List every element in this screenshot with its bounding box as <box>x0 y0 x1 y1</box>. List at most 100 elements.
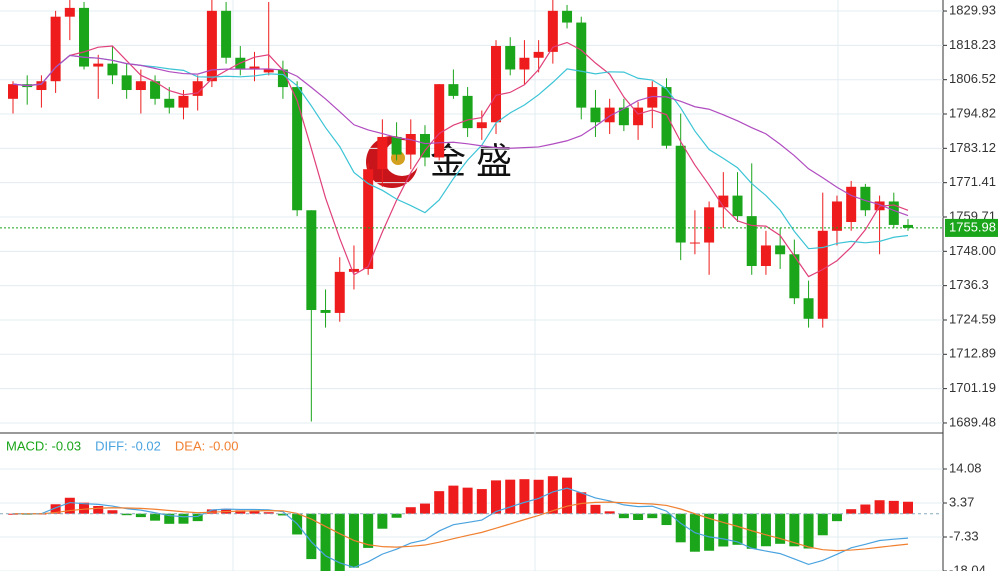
candle-body <box>164 98 175 108</box>
macd-bar <box>235 510 246 514</box>
macd-bar <box>618 513 629 519</box>
y-tick-label: 1724.59 <box>949 311 996 326</box>
candle-body <box>292 87 303 211</box>
macd-bar <box>732 513 743 545</box>
macd-bar <box>803 513 814 549</box>
ma-line <box>12 54 909 250</box>
macd-bar <box>647 513 658 519</box>
macd-bar <box>164 513 175 524</box>
macd-bar <box>334 513 345 571</box>
macd-bar <box>377 513 388 529</box>
y-tick-label: 1806.52 <box>949 71 996 86</box>
macd-bar <box>206 509 217 514</box>
ma-line <box>12 54 909 217</box>
candle-body <box>746 216 757 266</box>
last-price-box <box>945 218 998 237</box>
candle-body <box>817 230 828 319</box>
macd-bar <box>789 513 800 547</box>
candle-body <box>604 107 615 123</box>
macd-bar <box>604 511 615 514</box>
macd-bar <box>846 509 857 514</box>
candle-body <box>64 7 75 17</box>
candle-body <box>718 195 729 208</box>
candle-body <box>704 207 715 243</box>
macd-bar <box>405 507 416 514</box>
macd-bar <box>263 512 274 514</box>
candle-body <box>803 298 814 319</box>
candle-body <box>419 134 430 158</box>
macd-bar <box>107 510 118 514</box>
dea-line <box>12 501 909 552</box>
macd-bar <box>249 511 260 514</box>
macd-bar <box>121 513 132 516</box>
y-tick-label: 1748.00 <box>949 243 996 258</box>
macd-bar <box>661 513 672 526</box>
y-tick-label: 1736.3 <box>949 277 989 292</box>
macd-bar <box>150 513 161 521</box>
candle-body <box>661 87 672 146</box>
candle-body <box>590 107 601 123</box>
macd-bar <box>505 479 516 514</box>
macd-bar <box>874 500 885 514</box>
macd-bar <box>178 513 189 524</box>
candle-body <box>135 81 146 91</box>
candle-body <box>93 63 104 67</box>
candle-body <box>491 46 502 123</box>
macd-bar <box>590 504 601 514</box>
y-tick-label: 1783.12 <box>949 140 996 155</box>
macd-bar <box>775 513 786 544</box>
y-tick-label: -7.33 <box>949 528 979 543</box>
candle-body <box>391 136 402 155</box>
y-tick-label: 1829.93 <box>949 2 996 17</box>
macd-bar <box>562 477 573 514</box>
candle-body <box>547 10 558 52</box>
candle-body <box>476 122 487 129</box>
macd-bar <box>277 513 288 516</box>
macd-legend: DIFF: -0.02 <box>95 438 161 453</box>
candle-body <box>363 169 374 269</box>
candle-body <box>150 81 161 99</box>
candle-body <box>8 84 18 99</box>
macd-bar <box>306 513 317 560</box>
candle-body <box>36 81 47 91</box>
candle-body <box>277 69 288 88</box>
candle-body <box>633 107 644 126</box>
y-tick-label: -18.04 <box>949 562 986 571</box>
candle-body <box>732 195 743 217</box>
candle-body <box>675 145 686 243</box>
macd-bar <box>860 504 871 514</box>
macd-bar <box>79 502 90 514</box>
macd-legend: DEA: -0.00 <box>175 438 239 453</box>
candle-body <box>206 10 217 82</box>
macd-legend: MACD: -0.03 <box>6 438 81 453</box>
macd-bar <box>817 513 828 536</box>
candle-body <box>903 224 913 228</box>
macd-bar <box>831 513 842 522</box>
candle-body <box>107 63 118 76</box>
ma-line <box>12 41 909 278</box>
macd-bar <box>519 479 530 514</box>
macd-bar <box>50 504 61 514</box>
candle-body <box>789 254 800 299</box>
candle-body <box>377 136 388 170</box>
y-tick-label: 1771.41 <box>949 174 996 189</box>
candle-body <box>775 245 786 255</box>
last-price-label: 1755.98 <box>949 219 996 234</box>
macd-bar <box>633 513 644 520</box>
candle-body <box>448 84 459 96</box>
macd-bar <box>903 501 913 514</box>
candle-body <box>562 10 573 23</box>
y-tick-label: 1689.48 <box>949 414 996 429</box>
macd-bar <box>476 489 487 514</box>
candle-body <box>263 69 274 73</box>
macd-bar <box>192 513 203 522</box>
candle-body <box>519 57 530 70</box>
y-tick-label: 3.37 <box>949 494 974 509</box>
y-tick-label: 1818.23 <box>949 37 996 52</box>
macd-bar <box>135 513 146 518</box>
y-tick-label: 1712.89 <box>949 346 996 361</box>
macd-bar <box>434 491 445 514</box>
macd-bar <box>760 513 771 547</box>
macd-bar <box>320 513 331 571</box>
